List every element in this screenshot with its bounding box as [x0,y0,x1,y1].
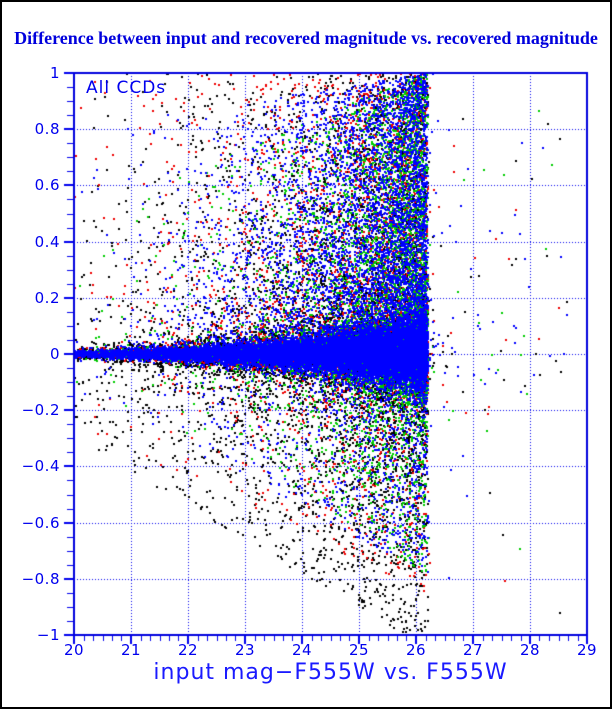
y-tick-label: 0.4 [34,232,60,251]
x-tick-label: 26 [405,641,427,659]
y-tick-label: 0.8 [34,120,60,139]
y-tick-label: 1 [49,64,60,82]
y-tick-label: −0.2 [21,401,60,420]
x-tick-label: 28 [519,641,541,659]
y-tick-label: 0.6 [34,176,60,195]
x-tick-label: 25 [348,641,370,659]
x-tick-label: 20 [63,641,85,659]
y-tick-label: −1 [36,626,60,644]
y-tick-label: 0.2 [34,288,60,307]
y-tick-label: −0.6 [21,513,60,532]
y-tick-label: −0.8 [21,569,60,588]
x-tick-label: 24 [291,641,313,659]
x-tick-label: 27 [462,641,484,659]
x-tick-label: 22 [177,641,199,659]
x-tick-label: 29 [576,641,598,659]
plot-annotation: All CCDs [86,78,167,98]
x-tick-label: 23 [234,641,256,659]
x-axis-title: input mag−F555W vs. F555W [153,660,508,685]
y-tick-label: 0 [49,345,60,363]
y-tick-label: −0.4 [21,457,60,476]
x-tick-label: 21 [120,641,142,659]
chart-title: Difference between input and recovered m… [14,28,598,48]
